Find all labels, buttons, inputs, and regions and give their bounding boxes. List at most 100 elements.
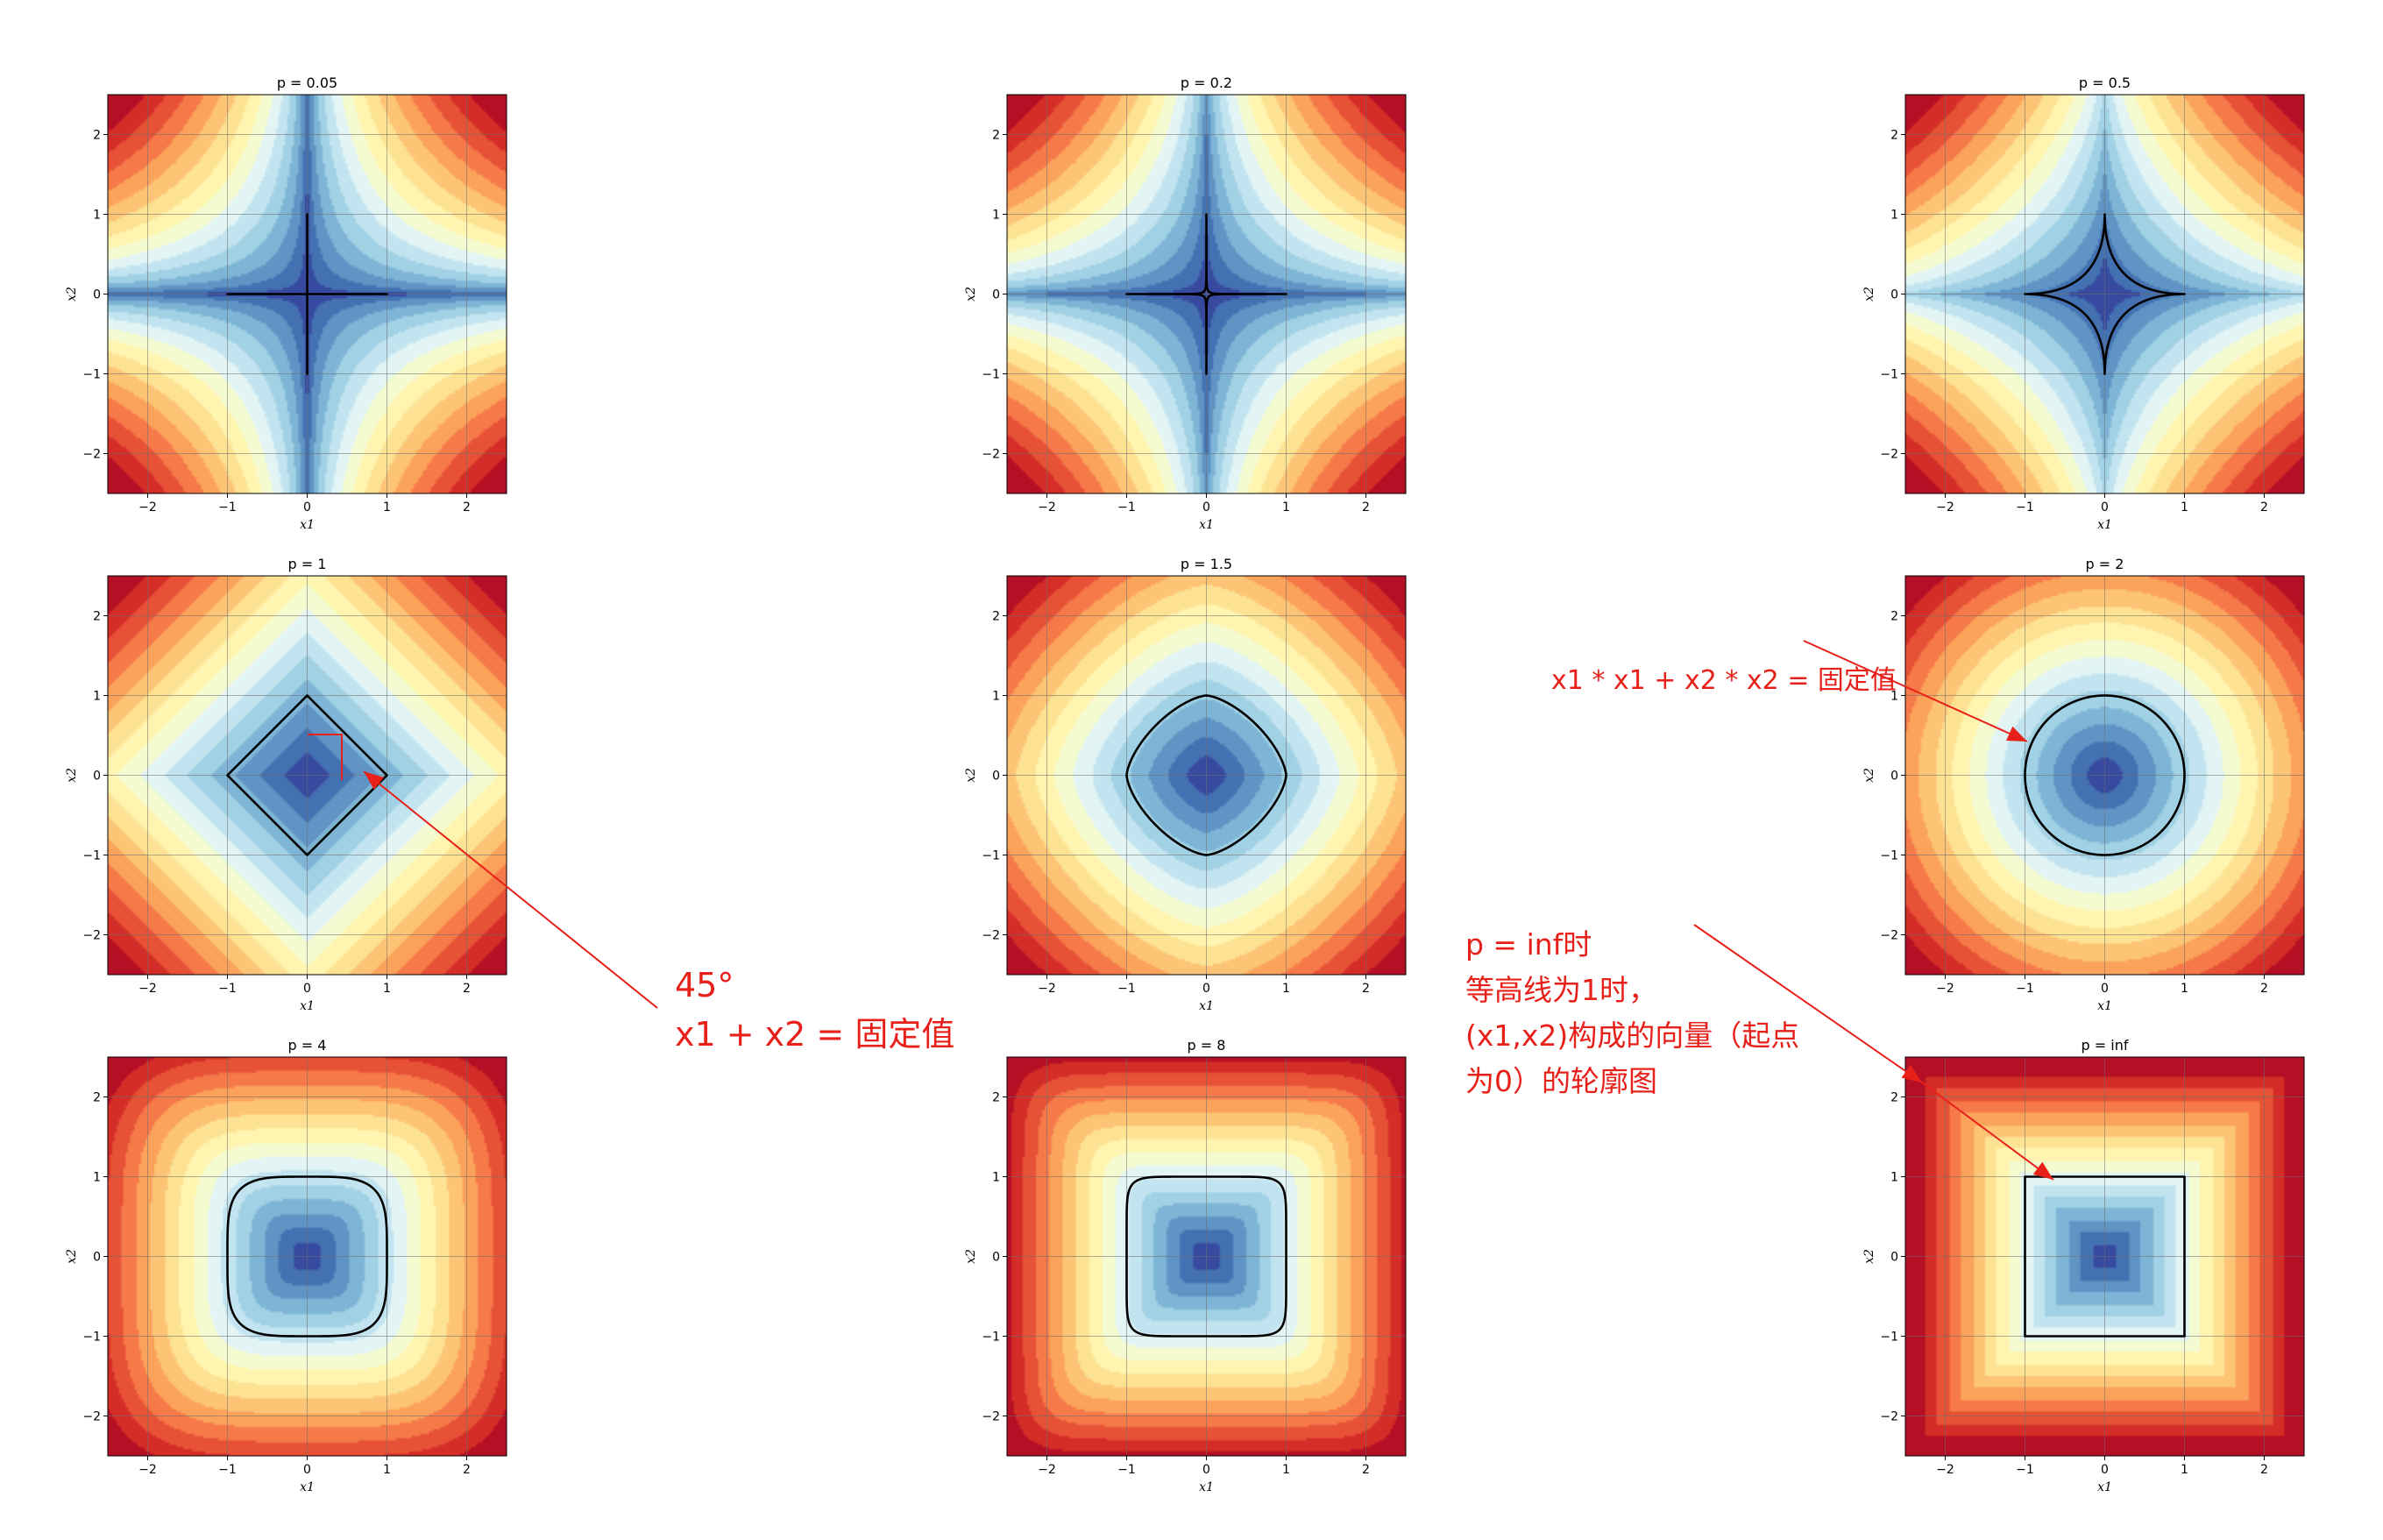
panel-p-8: −2 −1 0 1 2 −2 −1 0 1 2 p = 8 x1 x2: [964, 1037, 1407, 1494]
y-tick-label: 0: [992, 288, 1000, 302]
y-tick-label: −2: [1880, 1410, 1898, 1424]
y-axis-label: x2: [65, 287, 79, 302]
x-tick-label: −2: [138, 982, 157, 996]
annotation-inf-line-1: p = inf时: [1465, 927, 1592, 962]
y-tick-label: −2: [982, 929, 1000, 943]
x-tick-label: 0: [2101, 500, 2109, 515]
x-axis-label: x1: [1199, 999, 1214, 1013]
panel-title: p = 0.05: [277, 75, 337, 91]
y-tick-label: 0: [1890, 288, 1898, 302]
annotation-l1-equation: x1 + x2 = 固定值: [675, 1015, 955, 1054]
contour-line: [2024, 1175, 2186, 1338]
x-tick-label: −1: [218, 500, 237, 515]
contour-line: [226, 1175, 388, 1338]
panel-p-1-5: −2 −1 0 1 2 −2 −1 0 1 2 p = 1.5 x1 x2: [964, 556, 1407, 1013]
x-tick-label: 1: [2181, 982, 2188, 996]
y-tick-label: 2: [992, 610, 1000, 624]
panel-title: p = 4: [288, 1037, 327, 1054]
panel-p-4: −2 −1 0 1 2 −2 −1 0 1 2 p = 4 x1 x2: [65, 1037, 507, 1494]
y-tick-label: −2: [1880, 448, 1898, 462]
x-tick-label: 2: [1362, 1463, 1370, 1477]
x-tick-label: 2: [2260, 1463, 2268, 1477]
y-axis-label: x2: [964, 1249, 978, 1264]
x-tick-label: 2: [1362, 982, 1370, 996]
x-tick-label: −1: [218, 1463, 237, 1477]
y-tick-label: 1: [93, 690, 101, 704]
y-tick-label: −2: [982, 1410, 1000, 1424]
x-tick-label: −1: [218, 982, 237, 996]
x-tick-label: 2: [1362, 500, 1370, 515]
y-axis-label: x2: [1862, 768, 1876, 783]
x-axis-label: x1: [2097, 999, 2112, 1013]
panel-p-inf: −2 −1 0 1 2 −2 −1 0 1 2 p = inf x1 x2: [1862, 1037, 2305, 1494]
y-tick-label: 2: [93, 1091, 101, 1105]
panel-title: p = inf: [2082, 1037, 2129, 1054]
contour-line: [1125, 1175, 1287, 1338]
x-tick-label: 0: [2101, 982, 2109, 996]
contour-line: [226, 694, 388, 856]
arrow-to-l1-contour-head: [364, 771, 384, 790]
x-tick-label: 0: [1202, 500, 1210, 515]
x-tick-label: −2: [1038, 1463, 1056, 1477]
x-axis-label: x1: [1199, 1480, 1214, 1494]
x-tick-label: 1: [383, 1463, 391, 1477]
x-tick-label: 1: [1282, 982, 1290, 996]
panel-title: p = 1.5: [1181, 556, 1232, 572]
y-axis-label: x2: [1862, 287, 1876, 302]
x-tick-label: 2: [463, 982, 471, 996]
x-tick-label: 0: [1202, 1463, 1210, 1477]
y-tick-label: −1: [1880, 849, 1898, 863]
contour-line: [226, 213, 388, 375]
y-tick-label: 2: [1890, 129, 1898, 143]
x-tick-label: −1: [2016, 500, 2034, 515]
x-tick-label: −1: [2016, 982, 2034, 996]
y-tick-label: 2: [992, 129, 1000, 143]
arrow-inf-upper-shaft: [1693, 924, 1923, 1083]
x-tick-label: 1: [2181, 500, 2188, 515]
x-tick-label: −2: [1038, 500, 1056, 515]
x-tick-label: 1: [383, 500, 391, 515]
x-axis-label: x1: [2097, 518, 2112, 532]
arrow-inf-lower-head: [2032, 1161, 2053, 1180]
y-tick-label: 0: [93, 1251, 101, 1265]
y-tick-label: 1: [93, 209, 101, 223]
annotation-inf-line-2: 等高线为1时，: [1465, 973, 1657, 1007]
y-tick-label: −2: [82, 929, 101, 943]
x-axis-label: x1: [300, 518, 315, 532]
y-tick-label: −1: [82, 849, 101, 863]
annotation-inf: p = inf时 等高线为1时， (x1,x2)构成的向量（起点 为0）的轮廓图: [1465, 922, 1799, 1104]
y-tick-label: −1: [1880, 1331, 1898, 1345]
arrow-to-l1-contour-shaft: [363, 770, 658, 1009]
x-tick-label: −2: [1936, 982, 1954, 996]
x-tick-label: −2: [1936, 500, 1954, 515]
x-tick-label: 0: [1202, 982, 1210, 996]
x-axis-label: x1: [300, 999, 315, 1013]
panel-p-2: −2 −1 0 1 2 −2 −1 0 1 2 p = 2 x1 x2: [1862, 556, 2305, 1013]
contour-line: [1125, 213, 1287, 375]
x-axis-label: x1: [300, 1480, 315, 1494]
y-axis-label: x2: [65, 1249, 79, 1264]
y-tick-label: 0: [93, 288, 101, 302]
panel-title: p = 1: [288, 556, 327, 572]
x-tick-label: −2: [138, 500, 157, 515]
y-tick-label: 1: [1890, 690, 1898, 704]
y-tick-label: −2: [82, 1410, 101, 1424]
x-tick-label: 2: [2260, 982, 2268, 996]
annotation-l1: 45° x1 + x2 = 固定值: [675, 961, 954, 1059]
x-axis-label: x1: [1199, 518, 1214, 532]
y-tick-label: −1: [982, 849, 1000, 863]
panel-p-0-05: −2 −1 0 1 2 −2 −1 0 1 2 p = 0.05 x1 x2: [65, 75, 507, 532]
y-tick-label: −1: [1880, 368, 1898, 382]
y-tick-label: 1: [992, 1171, 1000, 1185]
y-tick-label: −1: [82, 1331, 101, 1345]
y-tick-label: 2: [992, 1091, 1000, 1105]
annotation-l1-angle: 45°: [675, 966, 734, 1004]
x-tick-label: 1: [1282, 500, 1290, 515]
y-axis-label: x2: [964, 287, 978, 302]
y-tick-label: −1: [982, 368, 1000, 382]
y-tick-label: 0: [1890, 1251, 1898, 1265]
x-tick-label: 1: [2181, 1463, 2188, 1477]
y-tick-label: 2: [1890, 610, 1898, 624]
x-tick-label: −1: [1117, 500, 1136, 515]
